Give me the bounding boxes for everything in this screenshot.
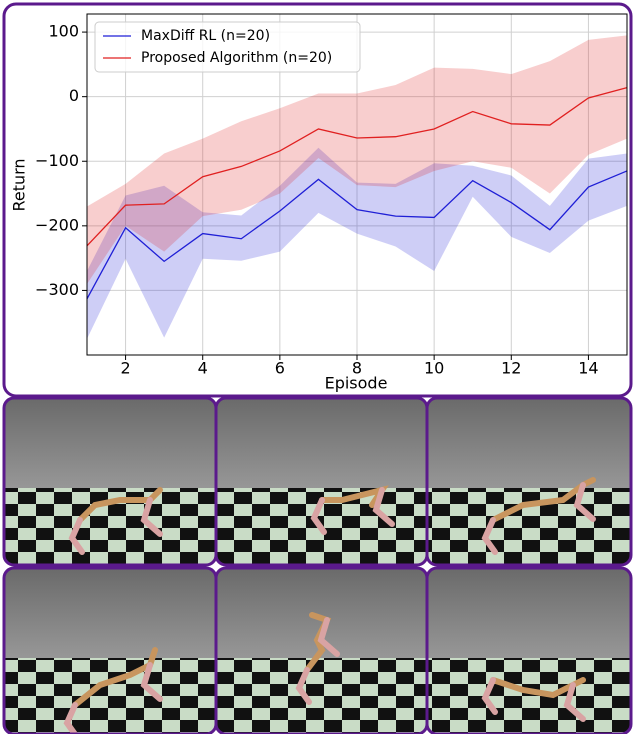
x-tick-label: 14 [578, 359, 598, 378]
floor [427, 658, 631, 734]
y-tick-label: 0 [69, 86, 79, 105]
sim-panel [427, 398, 631, 565]
x-tick-label: 12 [501, 359, 521, 378]
floor [427, 488, 631, 565]
x-tick-label: 8 [352, 359, 362, 378]
x-tick-label: 2 [120, 359, 130, 378]
x-tick-label: 10 [424, 359, 444, 378]
simulation-panels [4, 398, 631, 734]
x-tick-label: 6 [275, 359, 285, 378]
floor [216, 658, 427, 734]
sim-panel [427, 568, 631, 734]
sim-panel [4, 568, 216, 734]
legend-label: Proposed Algorithm (n=20) [141, 50, 332, 66]
figure: Episode Return −300−200−1000100246810121… [0, 0, 633, 734]
sim-panel [216, 568, 427, 734]
y-tick-label: −200 [35, 215, 79, 234]
y-tick-label: −100 [35, 151, 79, 170]
floor [4, 658, 216, 734]
legend-label: MaxDiff RL (n=20) [141, 28, 270, 44]
y-tick-label: −300 [35, 280, 79, 299]
x-tick-label: 4 [198, 359, 208, 378]
sim-panel [4, 398, 216, 565]
sim-panel [216, 398, 427, 565]
y-tick-label: 100 [48, 22, 79, 41]
y-axis-label: Return [10, 158, 29, 211]
